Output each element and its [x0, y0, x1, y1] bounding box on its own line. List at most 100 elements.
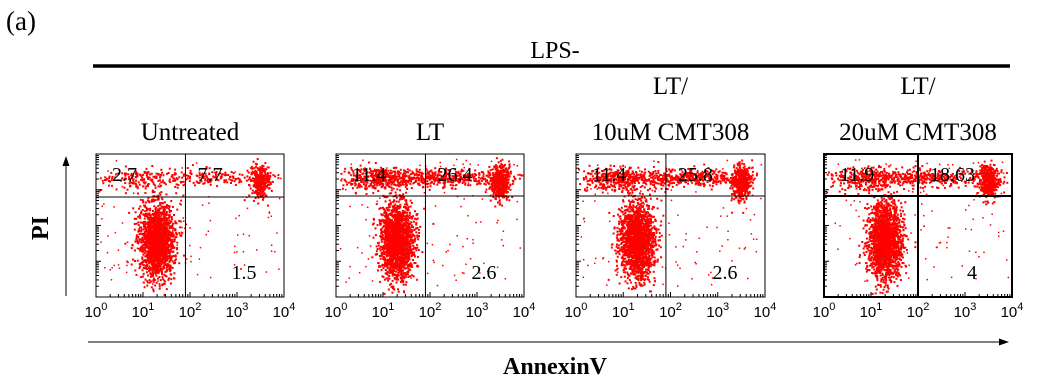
scatter-point [383, 208, 386, 211]
scatter-point [144, 266, 147, 269]
scatter-point [159, 221, 162, 224]
scatter-point [384, 209, 387, 212]
scatter-point [254, 191, 256, 194]
scatter-point [151, 255, 154, 258]
scatter-point [209, 178, 212, 181]
scatter-point [153, 226, 156, 228]
scatter-point [404, 244, 407, 247]
scatter-point [496, 170, 499, 173]
scatter-point [394, 261, 397, 264]
scatter-point [155, 172, 158, 175]
scatter-point [201, 175, 204, 178]
scatter-point [410, 254, 413, 257]
scatter-point [391, 274, 394, 277]
scatter-point [389, 252, 392, 255]
scatter-point [158, 253, 161, 256]
scatter-point [158, 229, 161, 232]
scatter-point [252, 177, 254, 180]
scatter-point [139, 214, 141, 216]
scatter-point [398, 257, 401, 259]
scatter-point [154, 199, 157, 202]
scatter-point [497, 178, 500, 181]
scatter-point [407, 206, 410, 209]
scatter-point [159, 265, 162, 268]
scatter-point [162, 266, 165, 268]
scatter-point [154, 272, 157, 275]
scatter-point [132, 178, 135, 181]
scatter-point [407, 231, 410, 234]
scatter-point [162, 241, 164, 244]
scatter-point [152, 252, 155, 255]
scatter-point [156, 198, 159, 201]
scatter-point [410, 231, 413, 234]
scatter-point [145, 239, 148, 242]
scatter-point [163, 273, 166, 276]
scatter-point [491, 168, 494, 171]
scatter-point [179, 220, 182, 223]
scatter-point [198, 171, 201, 174]
scatter-point [195, 162, 198, 164]
scatter-point [101, 218, 103, 220]
scatter-point [155, 281, 158, 284]
scatter-point [217, 173, 220, 176]
scatter-point [499, 160, 502, 163]
scatter-point [394, 207, 397, 210]
scatter-point [155, 242, 158, 244]
scatter-point [148, 281, 151, 284]
scatter-point [148, 231, 151, 234]
scatter-point [165, 275, 168, 278]
scatter-point [146, 214, 149, 217]
scatter-point [156, 248, 159, 251]
scatter-point [132, 258, 135, 261]
scatter-point [182, 220, 185, 222]
scatter-point [476, 180, 479, 183]
scatter-point [200, 180, 203, 183]
scatter-point [384, 247, 387, 250]
scatter-point [144, 255, 147, 258]
scatter-point [395, 236, 398, 239]
scatter-point [168, 244, 171, 247]
scatter-point [402, 231, 405, 233]
scatter-point [250, 173, 253, 176]
scatter-point [150, 221, 153, 224]
scatter-point [227, 174, 230, 176]
scatter-point [147, 183, 150, 185]
scatter-point [402, 193, 405, 196]
scatter-point [395, 258, 398, 261]
scatter-point [385, 223, 388, 226]
scatter-point [152, 223, 155, 226]
scatter-point [402, 260, 404, 263]
scatter-point [403, 212, 406, 215]
scatter-point [265, 178, 268, 181]
scatter-point [147, 240, 150, 243]
scatter-point [147, 256, 150, 259]
scatter-point [148, 262, 151, 265]
scatter-point [168, 178, 171, 181]
scatter-point [195, 180, 198, 183]
scatter-point [153, 261, 156, 264]
scatter-point [151, 237, 154, 240]
scatter-point [257, 202, 260, 205]
scatter-point [385, 238, 388, 241]
scatter-point [492, 182, 495, 185]
scatter-point [453, 168, 456, 171]
scatter-point [251, 170, 254, 173]
scatter-point [259, 170, 262, 173]
scatter-point [158, 249, 161, 252]
scatter-point [383, 292, 386, 295]
scatter-point [502, 182, 505, 185]
scatter-point [441, 177, 443, 180]
scatter-point [149, 207, 152, 210]
scatter-point [150, 232, 152, 235]
scatter-point [211, 171, 214, 174]
scatter-point [466, 177, 469, 180]
scatter-point [165, 248, 168, 251]
scatter-point [152, 288, 155, 291]
scatter-point [173, 277, 176, 280]
scatter-point [157, 173, 160, 176]
scatter-point [152, 181, 155, 184]
scatter-point [392, 228, 395, 231]
scatter-point [255, 184, 258, 187]
scatter-point [397, 224, 400, 227]
scatter-point [403, 219, 406, 222]
